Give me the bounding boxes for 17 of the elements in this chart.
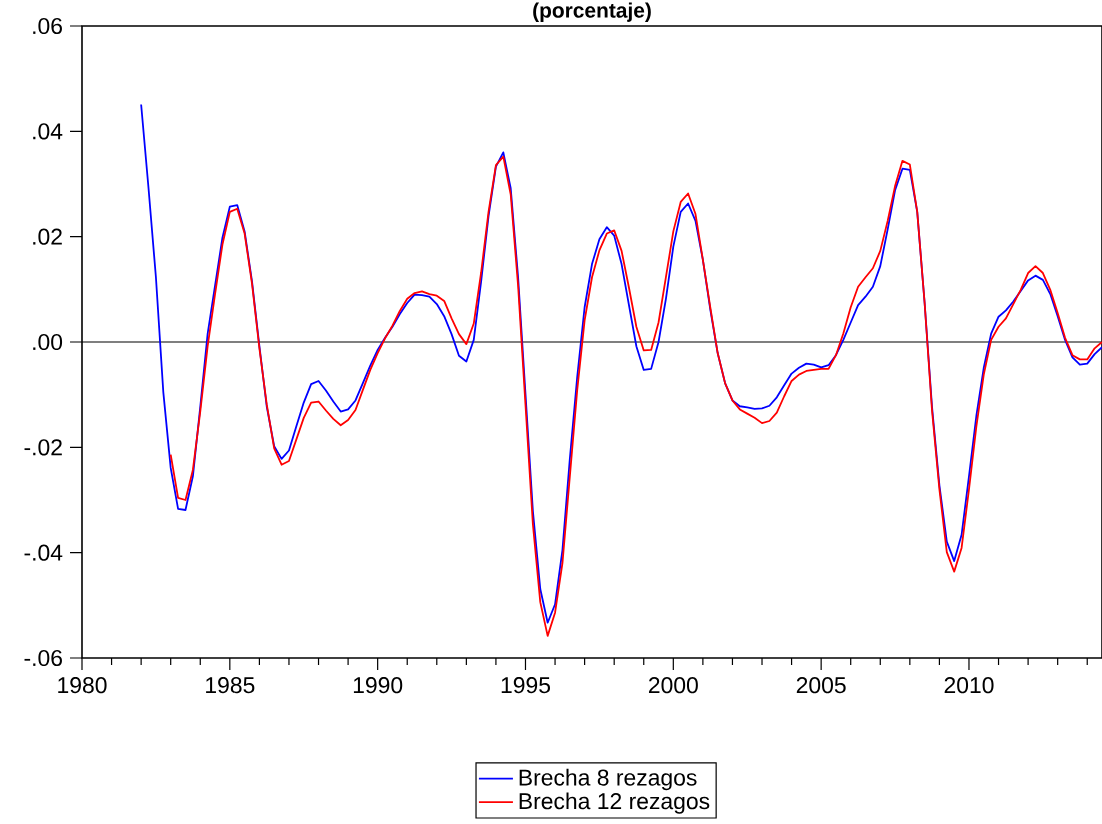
x-tick-label: 1995 [501,677,550,694]
y-tick-label: .06 [33,17,62,35]
x-tick-label: 2005 [796,677,846,694]
x-tick-label: 1985 [206,677,255,694]
x-tick-label: 2010 [944,677,994,694]
y-tick-label: -.06 [24,649,62,667]
legend-label: Brecha 12 rezagos [519,792,710,814]
x-tick-label: 2000 [648,677,698,694]
y-tick-label: .00 [33,333,63,351]
y-tick-label: .04 [33,123,63,140]
chart-title: (porcentaje) [533,2,651,22]
x-tick-label: 1990 [353,677,403,694]
y-tick-label: -.02 [24,439,62,456]
y-tick-label: .02 [33,228,62,245]
legend-label: Brecha 8 rezagos [519,768,697,791]
x-tick-label: 1980 [58,677,107,694]
y-tick-label: -.04 [24,544,63,561]
